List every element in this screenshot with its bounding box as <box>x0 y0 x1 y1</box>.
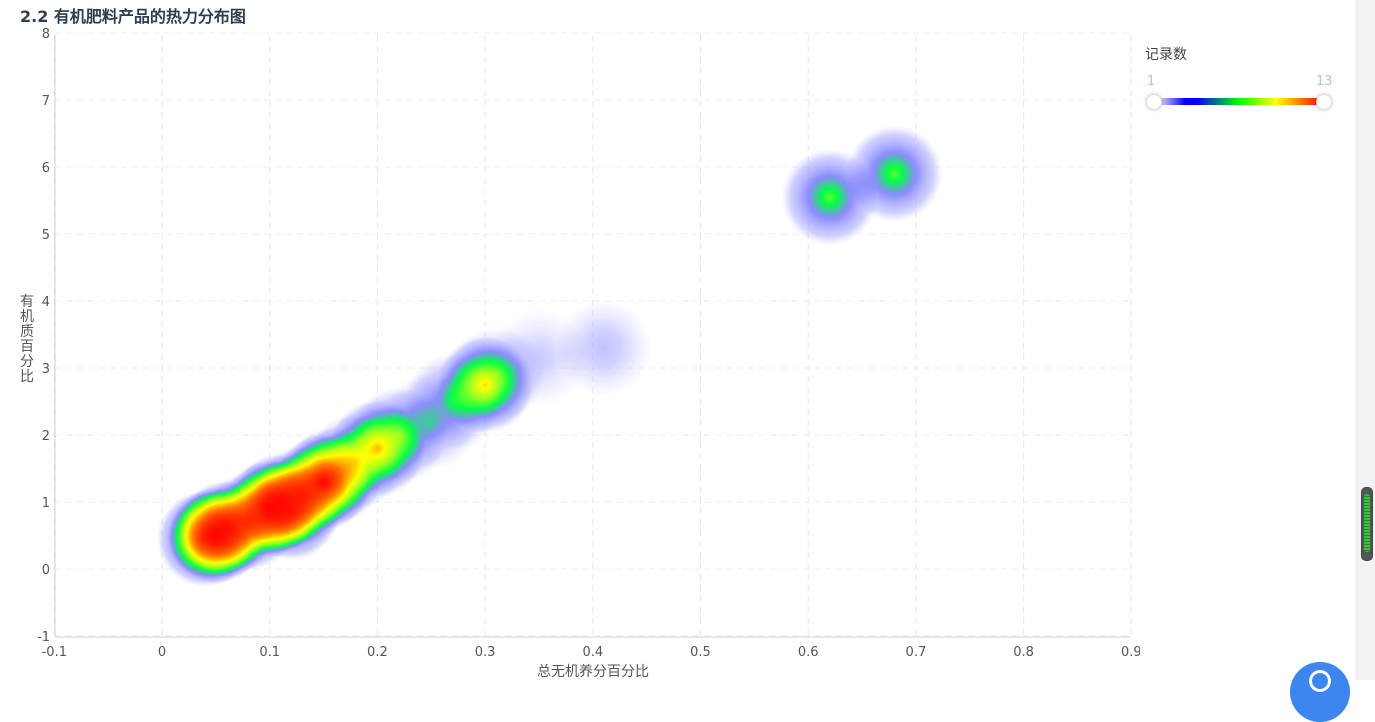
x-tick-label: -0.1 <box>42 645 67 660</box>
y-tick-label: 1 <box>42 496 50 511</box>
y-axis-title-char: 机 <box>20 309 34 325</box>
help-button[interactable] <box>1290 662 1350 722</box>
x-tick-label: 0 <box>158 645 166 660</box>
y-tick-label: 5 <box>42 228 50 243</box>
help-icon <box>1309 670 1331 692</box>
y-tick-label: 2 <box>42 429 50 444</box>
y-axis-title-char: 比 <box>20 369 34 385</box>
x-tick-label: 0.4 <box>582 645 603 660</box>
heatmap-chart: -0.1 0 0.1 0.2 0.3 0.4 0.5 0.6 0.7 0.8 0.9 -1 0 1 2 3 4 5… <box>20 27 1140 680</box>
x-tick-label: 0.8 <box>1013 645 1034 660</box>
visual-map-max-handle[interactable] <box>1316 94 1332 110</box>
tick-labels: -0.1 0 0.1 0.2 0.3 0.4 0.5 0.6 0.7 0.8 0.9 -1 0 1 2 3 4 5… <box>37 27 1140 660</box>
scrollbar-track[interactable] <box>1355 0 1375 680</box>
x-axis-title: 总无机养分百分比 <box>537 664 649 680</box>
x-tick-label: 0.3 <box>475 645 496 660</box>
x-tick-label: 0.9 <box>1121 645 1140 660</box>
y-axis-title-char: 质 <box>20 324 34 340</box>
y-tick-label: 8 <box>42 27 50 42</box>
x-tick-label: 0.5 <box>690 645 711 660</box>
x-tick-label: 0.7 <box>906 645 927 660</box>
scrollbar-grip <box>1364 494 1370 552</box>
y-tick-label: 3 <box>42 362 50 377</box>
scrollbar-thumb[interactable] <box>1361 487 1373 561</box>
visual-map-min-handle[interactable] <box>1146 94 1162 110</box>
legend-min-label: 1 <box>1147 74 1156 89</box>
heat-layer <box>55 35 1130 637</box>
y-axis-title-char: 分 <box>20 354 34 370</box>
y-axis-title-char: 有 <box>20 294 34 310</box>
x-tick-label: 0.2 <box>367 645 388 660</box>
x-tick-label: 0.6 <box>798 645 819 660</box>
visual-map-color-bar[interactable] <box>1155 98 1323 105</box>
y-tick-label: 0 <box>42 563 50 578</box>
y-tick-label: 6 <box>42 161 50 176</box>
y-tick-label: 7 <box>42 94 50 109</box>
legend-max-label: 13 <box>1316 74 1333 89</box>
y-axis-title-char: 百 <box>20 339 34 355</box>
y-tick-label: 4 <box>42 295 50 310</box>
legend-title: 记录数 <box>1145 47 1187 63</box>
y-tick-label: -1 <box>37 630 50 645</box>
x-tick-label: 0.1 <box>259 645 280 660</box>
page-title: 2.2 有机肥料产品的热力分布图 <box>20 7 246 26</box>
